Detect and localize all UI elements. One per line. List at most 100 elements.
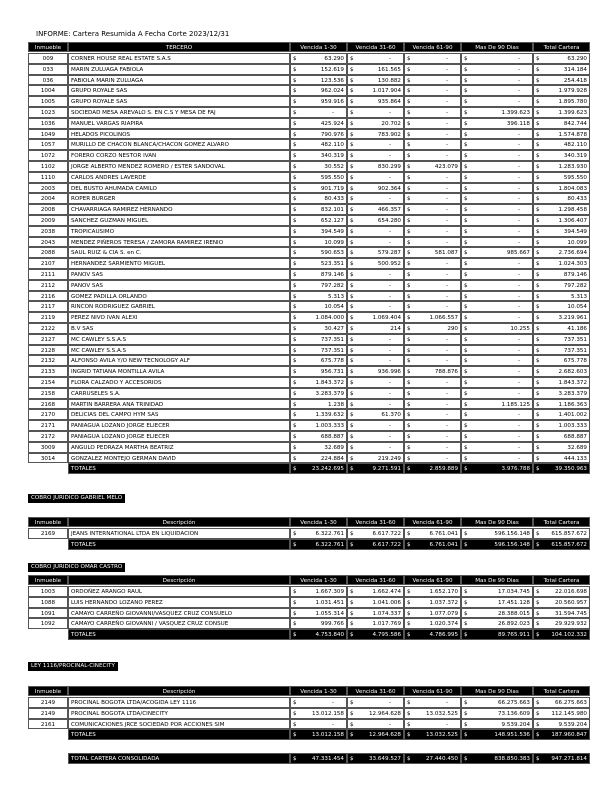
amount-cell: $22.016.698 [533,586,590,597]
currency: $ [293,174,297,181]
amount-cell: $832.101 [290,204,347,215]
property-id: 009 [28,53,68,64]
currency: $ [407,66,411,73]
currency: $ [407,700,411,706]
amount-cell: $ - [461,366,533,377]
currency: $ [407,56,411,62]
amount: 13.012.158 [311,710,344,717]
currency: $ [407,369,411,376]
amount: 1.069.404 [372,315,401,322]
amount: 596.156.148 [494,531,530,537]
currency: $ [536,401,540,408]
currency: $ [293,250,297,257]
amount: 1.077.079 [429,610,458,617]
currency: $ [293,336,297,343]
amount: 444.133 [563,455,587,462]
amount-cell: $595.550 [290,171,347,183]
amount: - [388,293,391,300]
column-header: Vencida 1-30 [290,575,347,585]
amount-cell: $1.895.780 [533,96,590,107]
currency: $ [293,347,297,354]
amount-cell: $26.892.023 [461,618,533,630]
currency: $ [536,700,540,706]
property-id: 3009 [28,441,68,453]
currency: $ [407,434,411,440]
column-header: Total Cartera [533,42,590,52]
amount: - [517,228,520,235]
amount-cell: $9.539.204 [461,718,533,730]
amount-cell: $ - [347,355,404,367]
amount: 123.536 [320,77,344,84]
tenant-name: FABIOLA MARIN ZULUAGA [68,74,290,86]
currency: $ [293,185,297,192]
currency: $ [350,369,354,376]
tenant-name: PANOV SAS [68,279,290,291]
currency: $ [536,434,540,440]
amount: 797.282 [320,282,344,289]
amount: - [388,272,391,278]
amount: 66.275.663 [554,700,587,706]
amount: 688.887 [320,434,344,440]
currency: $ [350,315,354,322]
amount-cell: $80.433 [290,193,347,205]
property-id: 2119 [28,312,68,323]
currency: $ [293,401,297,408]
amount-cell: $1.074.337 [347,607,404,619]
currency: $ [407,412,411,419]
grand-total-amount: 27.440.450 [425,756,458,762]
amount: 1.020.374 [429,621,458,628]
currency: $ [407,326,411,332]
amount-cell: $ - [461,171,533,183]
tenant-name: PANIAGUA LOZANO JORGE ELIECER [68,431,290,442]
amount: 161.565 [377,66,401,73]
amount-cell: $ - [461,204,533,215]
amount: 466.357 [377,207,401,214]
currency: $ [464,293,468,300]
amount: 901.719 [320,185,344,192]
column-header: Total Cartera [533,517,590,527]
amount-cell: $1.652.170 [404,586,461,597]
amount-cell: $130.882 [347,74,404,86]
amount: 832.101 [320,207,344,214]
column-header: Vencida 1-30 [290,686,347,696]
property-id: 2107 [28,258,68,269]
property-id: 2133 [28,366,68,377]
currency: $ [407,599,411,606]
amount-cell: $1.185.125 [461,398,533,410]
amount-cell: $9.539.204 [533,718,590,730]
amount: - [445,444,448,451]
currency: $ [536,239,540,246]
amount: - [517,369,520,376]
currency: $ [407,250,411,257]
amount-cell: $985.667 [461,247,533,259]
currency: $ [536,261,540,268]
amount: 3.219.961 [558,315,587,322]
amount-cell: $17.451.128 [461,596,533,608]
amount: - [517,315,520,322]
tenant-name: CARLOS ANDRES LAVERDE [68,171,290,183]
amount: 1.298.458 [558,207,587,214]
currency: $ [536,218,540,224]
currency: $ [293,380,297,386]
currency: $ [536,721,540,728]
amount-cell: $10.255 [461,323,533,334]
amount: 9.539.204 [558,721,587,728]
tenant-name: HELADOS PICOLINOS [68,128,290,140]
total-amount: 89.765.911 [497,632,530,639]
amount-cell: $ - [347,107,404,118]
amount: 3.283.379 [315,390,344,397]
amount: - [388,380,391,386]
amount: - [517,444,520,451]
column-header: Vencida 61-90 [404,42,461,52]
currency: $ [464,401,468,408]
amount: 1.017.904 [372,88,401,95]
tenant-name: HERNANDEZ SARMIENTO MIGUEL [68,258,290,269]
currency: $ [536,610,540,617]
amount: 790.976 [320,131,344,138]
amount: 30.552 [324,164,344,170]
amount-cell: $ - [404,344,461,356]
amount: 797.282 [563,282,587,289]
total-amount: 6.761.041 [429,541,458,548]
property-id: 1102 [28,161,68,172]
currency: $ [536,531,540,537]
